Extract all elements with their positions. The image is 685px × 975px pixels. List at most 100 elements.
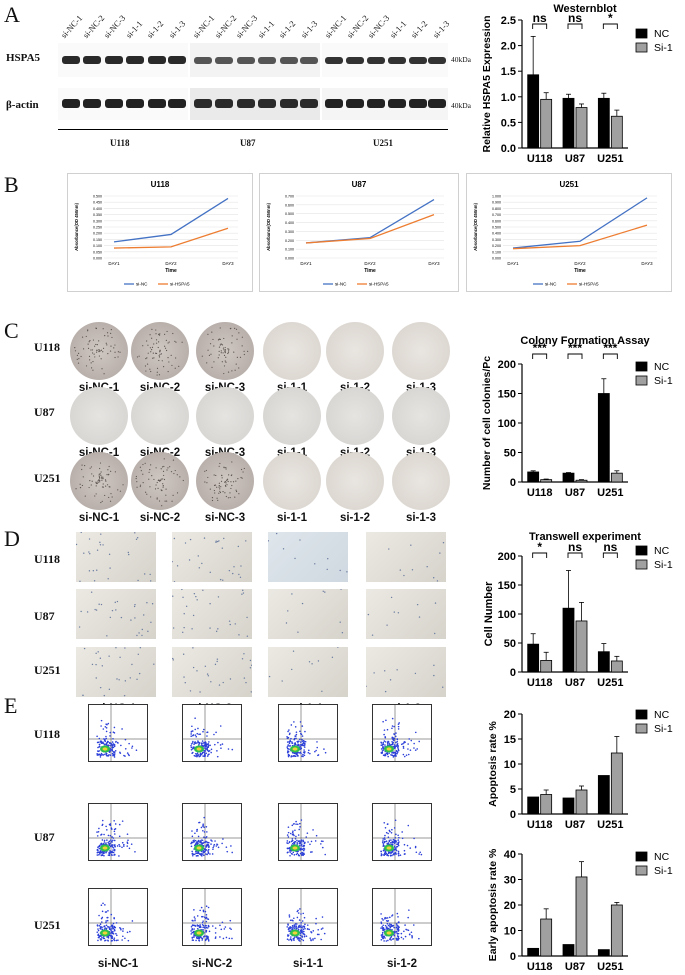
cell-dot [115, 609, 116, 610]
event-dot [128, 743, 130, 745]
event-dot [219, 936, 221, 938]
event-dot [386, 753, 388, 755]
cell-dot [137, 580, 138, 581]
cell-dot [94, 580, 95, 581]
x-tick-label: U251 [597, 819, 623, 830]
event-dot [215, 927, 217, 929]
legend-label: Si-1 [654, 865, 673, 877]
colony-dot [99, 481, 100, 482]
event-dot [204, 848, 206, 850]
bar-NC-U251 [598, 950, 609, 956]
colony-dot [217, 500, 218, 501]
event-dot [195, 753, 197, 755]
density-peak [197, 846, 202, 849]
event-dot [392, 752, 394, 754]
colony-dot [136, 476, 137, 477]
event-dot [402, 743, 404, 745]
event-dot [418, 853, 420, 855]
event-dot [191, 841, 193, 843]
colony-dot [110, 346, 111, 347]
cell-dot [196, 670, 197, 671]
event-dot [110, 914, 112, 916]
y-axis-label: Number of cell colonies/Pc [481, 356, 493, 490]
colony-dot [159, 374, 160, 375]
cell-dot [142, 629, 143, 630]
event-dot [205, 849, 207, 851]
colony-dot [159, 351, 160, 352]
colony-dot [238, 332, 239, 333]
colony-dish [70, 387, 128, 445]
y-tick-label: 0.000 [285, 257, 294, 261]
event-dot [301, 931, 303, 933]
colony-dot [107, 484, 108, 485]
colony-dot [96, 485, 97, 486]
event-dot [404, 756, 406, 758]
event-dot [192, 924, 194, 926]
cell-dot [100, 544, 101, 545]
cell-dot [240, 565, 241, 566]
cell-dot [346, 571, 347, 572]
cell-dot [149, 574, 150, 575]
event-dot [384, 754, 386, 756]
event-dot [205, 935, 207, 937]
density-peak [103, 747, 108, 750]
colony-dot [91, 367, 92, 368]
colony-dot [242, 471, 243, 472]
cell-dot [439, 552, 440, 553]
cell-dot [137, 537, 138, 538]
y-axis-label: Absorbance(OD 450nm) [473, 203, 478, 251]
event-dot [206, 831, 208, 833]
colony-dot [213, 361, 214, 362]
event-dot [408, 930, 410, 932]
legend-swatch [636, 866, 647, 875]
wb-band-u87-hspa5 [190, 43, 320, 77]
event-dot [316, 835, 318, 837]
event-dot [402, 838, 404, 840]
event-dot [409, 847, 411, 849]
cell-dot [131, 664, 132, 665]
event-dot [397, 745, 399, 747]
event-dot [386, 832, 388, 834]
cell-dot [242, 658, 243, 659]
legend-label: Si-1 [654, 723, 673, 735]
event-dot [114, 756, 116, 758]
cell-dot [134, 617, 135, 618]
y-tick-label: 0.200 [93, 232, 102, 236]
y-axis-label: Early apoptosis rate % [487, 848, 499, 961]
event-dot [302, 913, 304, 915]
colony-dot [162, 360, 163, 361]
y-tick-label: 50 [504, 638, 516, 650]
event-dot [127, 839, 129, 841]
density-peak [387, 846, 392, 849]
event-dot [223, 938, 225, 940]
event-dot [104, 904, 106, 906]
colony-dot [81, 469, 82, 470]
event-dot [301, 843, 303, 845]
event-dot [395, 837, 397, 839]
y-tick-label: 40 [504, 849, 516, 861]
colony-dot [168, 342, 169, 343]
event-dot [192, 853, 194, 855]
colony-dot [220, 486, 221, 487]
event-dot [208, 852, 210, 854]
event-dot [307, 928, 309, 930]
event-dot [192, 748, 194, 750]
colony-dot [169, 341, 170, 342]
event-dot [109, 742, 111, 744]
event-dot [216, 843, 218, 845]
colony-dot [106, 343, 107, 344]
cell-dot [150, 622, 151, 623]
cell-dot [124, 647, 125, 648]
colony-dish [131, 387, 189, 445]
colony-dot [210, 343, 211, 344]
colony-dot [165, 501, 166, 502]
event-dot [114, 829, 116, 831]
colony-dot [223, 348, 224, 349]
event-dot [287, 938, 289, 940]
event-dot [192, 746, 194, 748]
colony-dot [150, 351, 151, 352]
event-dot [194, 742, 196, 744]
legend-swatch [636, 546, 647, 555]
event-dot [197, 915, 199, 917]
event-dot [98, 935, 100, 937]
